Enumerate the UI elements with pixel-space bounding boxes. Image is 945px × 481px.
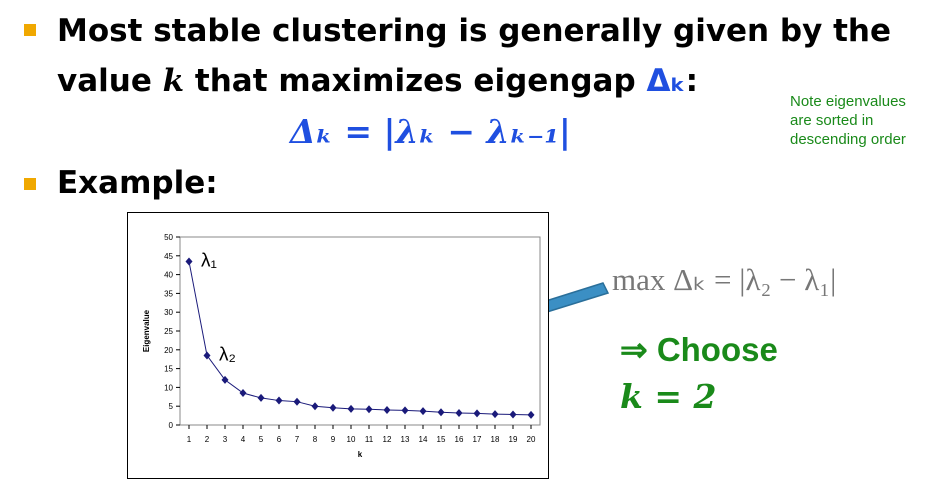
x-tick-label: 3 (223, 435, 228, 444)
marker (347, 404, 355, 413)
note: Note eigenvalues are sorted in descending … (790, 92, 906, 149)
formula: Δₖ = |λₖ − λₖ₋₁| (290, 112, 571, 151)
x-tick-label: 5 (259, 435, 264, 444)
result-expression: max Δₖ = |λ₂ − λ₁| (612, 262, 837, 297)
text-run: that maximizes eigengap (184, 63, 647, 99)
text-run: value (57, 63, 163, 99)
annotation: λ₁ (201, 250, 217, 271)
marker (401, 406, 409, 415)
x-tick-label: 6 (277, 435, 282, 444)
marker (257, 393, 265, 402)
marker (293, 397, 301, 406)
y-tick-label: 15 (164, 365, 173, 374)
bullet-marker (24, 178, 36, 190)
chart-frame (127, 212, 549, 479)
marker (455, 408, 463, 417)
note-line: descending order (790, 131, 906, 148)
y-tick-label: 10 (164, 383, 173, 392)
y-tick-label: 45 (164, 252, 173, 261)
x-tick-label: 11 (365, 435, 374, 444)
y-tick-label: 0 (169, 421, 174, 430)
marker (203, 351, 211, 360)
x-tick-label: 1 (187, 435, 192, 444)
marker (365, 405, 373, 414)
marker (473, 409, 481, 418)
marker (239, 389, 247, 398)
marker (383, 405, 391, 414)
bullet-line: Most stable clustering is generally give… (57, 6, 891, 56)
marker (329, 403, 337, 412)
note-line: Note eigenvalues (790, 93, 906, 110)
bullet-line: value k that maximizes eigengap Δₖ: (57, 56, 891, 106)
x-tick-label: 13 (401, 435, 410, 444)
x-tick-label: 18 (491, 435, 500, 444)
y-tick-label: 25 (164, 327, 173, 336)
x-tick-label: 15 (437, 435, 446, 444)
x-tick-label: 4 (241, 435, 246, 444)
x-tick-label: 14 (419, 435, 428, 444)
marker (419, 407, 427, 416)
y-tick-label: 20 (164, 346, 173, 355)
x-tick-label: 10 (347, 435, 356, 444)
text-run: Δₖ (646, 63, 686, 99)
x-tick-label: 20 (527, 435, 536, 444)
y-tick-label: 30 (164, 308, 173, 317)
note-line: are sorted in (790, 112, 874, 129)
y-tick-label: 40 (164, 271, 173, 280)
x-tick-label: 8 (313, 435, 318, 444)
bullet-marker (24, 24, 36, 36)
bullet-line: Example: (57, 158, 218, 208)
bullet: Most stable clustering is generally give… (57, 6, 891, 106)
result-k: k = 2 (620, 377, 717, 416)
x-tick-label: 19 (509, 435, 518, 444)
x-tick-label: 12 (383, 435, 392, 444)
marker (437, 408, 445, 417)
x-tick-label: 2 (205, 435, 210, 444)
y-tick-label: 50 (164, 233, 173, 242)
x-tick-label: 16 (455, 435, 464, 444)
marker (527, 410, 535, 419)
text-run: k (162, 63, 185, 99)
marker (185, 257, 193, 266)
text-run: : (685, 63, 698, 99)
y-tick-label: 35 (164, 289, 173, 298)
marker (509, 410, 517, 419)
marker (275, 396, 283, 405)
text-run: Example: (57, 165, 218, 201)
x-tick-label: 9 (331, 435, 336, 444)
y-tick-label: 5 (169, 402, 174, 411)
x-axis-label: k (358, 450, 363, 459)
x-tick-label: 17 (473, 435, 482, 444)
result-choose: ⇒ Choose (620, 331, 778, 368)
annotation: λ₂ (219, 344, 236, 365)
marker (491, 410, 499, 419)
text-run: Most stable clustering is generally give… (57, 13, 892, 49)
marker (221, 375, 229, 384)
x-tick-label: 7 (295, 435, 300, 444)
marker (311, 402, 319, 411)
bullet: Example: (57, 158, 218, 208)
y-axis-label: Eigenvalue (142, 309, 151, 352)
